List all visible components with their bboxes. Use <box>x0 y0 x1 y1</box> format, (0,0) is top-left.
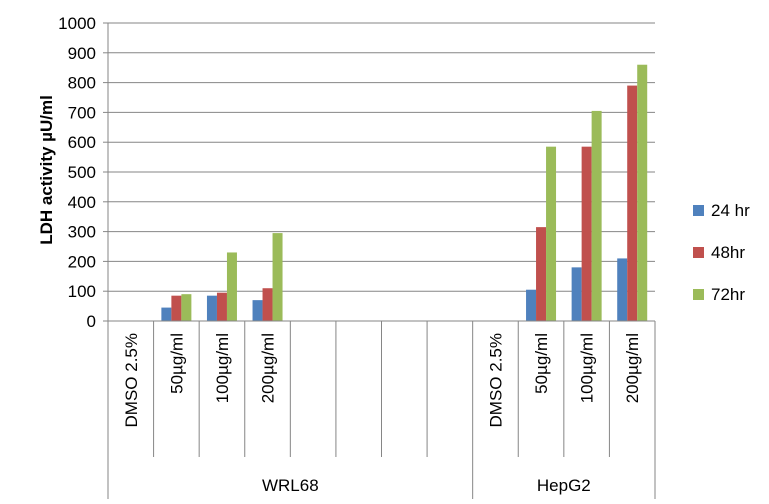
bar <box>206 295 217 321</box>
bar <box>216 292 227 321</box>
bar <box>637 64 648 321</box>
y-tick-label: 100 <box>68 282 96 301</box>
bar <box>571 267 582 321</box>
y-tick-label: 700 <box>68 103 96 122</box>
bars <box>161 64 648 321</box>
x-category-label: 200µg/ml <box>623 333 642 403</box>
bar <box>546 146 557 321</box>
x-category-label: 50µg/ml <box>532 333 551 394</box>
y-tick-label: 300 <box>68 223 96 242</box>
bar <box>161 307 172 321</box>
x-category-label: DMSO 2.5% <box>122 333 141 427</box>
x-category-label: DMSO 2.5% <box>486 333 505 427</box>
bar <box>262 288 273 321</box>
x-category-label: 100µg/ml <box>213 333 232 403</box>
bar <box>226 252 237 321</box>
y-tick-label: 900 <box>68 44 96 63</box>
axes <box>103 22 656 499</box>
bar <box>617 258 628 321</box>
bar <box>171 295 182 321</box>
legend-swatch <box>693 247 704 258</box>
y-tick-label: 1000 <box>58 14 96 33</box>
bar <box>627 85 638 321</box>
bar <box>272 233 283 321</box>
y-tick-label: 0 <box>87 312 96 331</box>
bar <box>591 110 602 321</box>
legend-label: 24 hr <box>711 201 750 220</box>
gridlines <box>108 22 655 292</box>
x-group-label: WRL68 <box>262 476 319 495</box>
legend-swatch <box>693 289 704 300</box>
legend: 24 hr 48hr 72hr <box>693 201 750 304</box>
y-tick-label: 600 <box>68 133 96 152</box>
y-tick-label: 500 <box>68 163 96 182</box>
legend-swatch <box>693 205 704 216</box>
y-tick-label: 400 <box>68 193 96 212</box>
labels: 0 100 200 300 400 500 600 700 800 900 1000 DMSO 2.5… <box>58 14 642 495</box>
x-category-label: 100µg/ml <box>578 333 597 403</box>
bar <box>252 300 263 321</box>
legend-label: 72hr <box>711 285 745 304</box>
y-axis-title: LDH activity µU/ml <box>37 95 56 245</box>
x-category-label: 200µg/ml <box>259 333 278 403</box>
y-tick-label: 800 <box>68 74 96 93</box>
x-group-label: HepG2 <box>537 476 591 495</box>
bar <box>526 289 537 321</box>
x-category-label: 50µg/ml <box>167 333 186 394</box>
bar <box>181 294 192 321</box>
bar <box>581 146 592 321</box>
bar <box>536 227 547 321</box>
legend-label: 48hr <box>711 243 745 262</box>
y-tick-label: 200 <box>68 252 96 271</box>
